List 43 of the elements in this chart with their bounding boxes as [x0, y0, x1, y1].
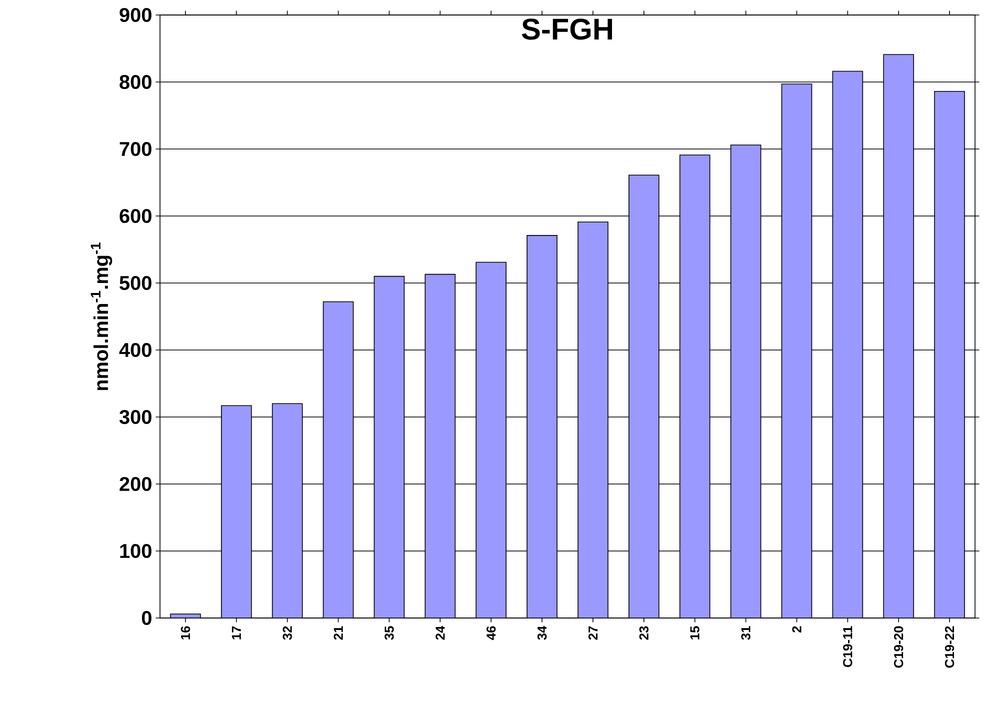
y-tick-label: 100: [120, 544, 152, 558]
x-tick-label: 16: [180, 626, 190, 640]
x-tick-label: C19-20: [894, 626, 904, 668]
x-tick-label: 2: [792, 626, 802, 633]
x-tick-label: C19-22: [944, 626, 954, 668]
bar: [272, 403, 303, 618]
bar: [781, 84, 812, 618]
bar: [221, 405, 252, 618]
y-tick-label: 900: [120, 8, 152, 22]
y-tick-label: 0: [142, 610, 152, 626]
y-tick-label: 300: [119, 410, 152, 424]
y-tick-label: 200: [120, 476, 152, 492]
x-tick-label: 24: [436, 626, 445, 640]
y-tick-label: 800: [120, 74, 152, 90]
x-tick-label: 34: [537, 626, 547, 640]
y-tick-label: 500: [120, 276, 152, 290]
x-tick-label: 35: [384, 626, 394, 640]
bar: [322, 301, 354, 618]
x-tick-label: C19-11: [843, 626, 852, 668]
y-tick-label: 700: [120, 142, 152, 156]
bar: [832, 70, 864, 618]
x-tick-label: 17: [232, 626, 241, 640]
x-tick-label: 31: [741, 626, 750, 640]
bar: [374, 276, 405, 618]
x-tick-label: 23: [639, 626, 649, 640]
x-tick-label: 46: [486, 626, 496, 640]
x-tick-label: 27: [588, 626, 598, 640]
bar: [526, 235, 558, 618]
bar: [883, 54, 914, 618]
chart-title: S-FGH: [522, 18, 612, 40]
x-tick-label: 32: [282, 626, 292, 640]
y-axis-title: nmol.min$^{-1}$.mg$^{-1}$: [90, 242, 112, 390]
bar: [424, 274, 456, 618]
bar: [578, 222, 608, 618]
bar: [628, 174, 660, 618]
y-tick-label: 400: [119, 342, 152, 358]
y-tick-label: 600: [120, 208, 152, 224]
bar: [679, 154, 710, 618]
bar: [730, 144, 762, 618]
bar: [476, 262, 506, 618]
x-tick-label: 21: [334, 626, 343, 640]
bar: [934, 90, 965, 618]
x-tick-label: 15: [690, 626, 700, 640]
